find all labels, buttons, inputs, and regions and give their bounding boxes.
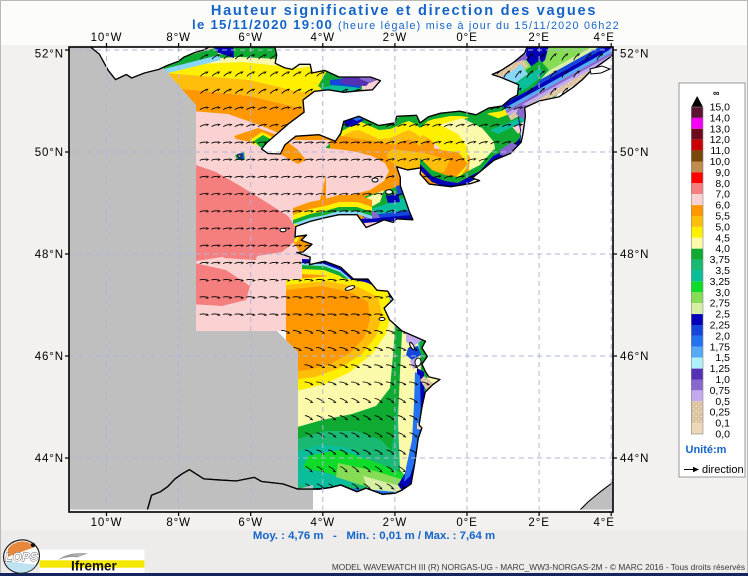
svg-text:46°N: 46°N [620, 351, 649, 363]
svg-text:52°N: 52°N [620, 49, 649, 61]
svg-text:6°W: 6°W [238, 517, 263, 529]
svg-text:0,0: 0,0 [715, 429, 730, 441]
svg-text:3,75: 3,75 [710, 254, 731, 266]
svg-text:50°N: 50°N [35, 147, 64, 159]
svg-text:44°N: 44°N [35, 453, 64, 465]
svg-text:10°W: 10°W [91, 517, 123, 529]
svg-text:12,0: 12,0 [710, 134, 731, 146]
svg-text:0,5: 0,5 [715, 396, 730, 408]
svg-text:5,0: 5,0 [715, 221, 730, 233]
svg-text:4,0: 4,0 [715, 243, 730, 255]
svg-text:10,0: 10,0 [710, 156, 731, 168]
svg-text:5,5: 5,5 [715, 211, 730, 223]
svg-text:1,25: 1,25 [710, 363, 731, 375]
svg-text:0,25: 0,25 [710, 407, 731, 419]
svg-text:2°W: 2°W [383, 32, 408, 44]
svg-text:Ifremer: Ifremer [71, 559, 118, 574]
svg-text:8°W: 8°W [166, 517, 191, 529]
svg-text:0,1: 0,1 [715, 418, 730, 430]
svg-text:2°E: 2°E [528, 32, 549, 44]
svg-text:2,25: 2,25 [710, 320, 731, 332]
svg-text:4°E: 4°E [594, 32, 615, 44]
svg-text:6,0: 6,0 [715, 200, 730, 212]
svg-text:0°E: 0°E [456, 32, 477, 44]
svg-text:direction: direction [702, 464, 744, 476]
svg-text:11,0: 11,0 [710, 145, 730, 157]
svg-text:48°N: 48°N [35, 249, 64, 261]
svg-text:7,0: 7,0 [715, 189, 730, 201]
svg-text:44°N: 44°N [620, 453, 649, 465]
svg-text:14,0: 14,0 [710, 112, 731, 124]
svg-text:4°W: 4°W [311, 32, 336, 44]
svg-text:Moy. : 4,76 m - Min. : 0,0: Moy. : 4,76 m - Min. : 0,01 m / Max. : 7… [253, 530, 495, 542]
svg-text:10°W: 10°W [91, 32, 123, 44]
svg-text:2°E: 2°E [528, 517, 549, 529]
svg-text:4°W: 4°W [311, 517, 336, 529]
svg-text:8°W: 8°W [166, 32, 191, 44]
svg-text:8,0: 8,0 [715, 178, 730, 190]
svg-text:0,75: 0,75 [710, 385, 731, 397]
svg-text:48°N: 48°N [620, 249, 649, 261]
svg-text:46°N: 46°N [35, 351, 64, 363]
svg-text:15,0: 15,0 [710, 102, 731, 114]
svg-text:Hauteur significative et direc: Hauteur significative et direction des v… [211, 3, 597, 19]
svg-text:2,0: 2,0 [715, 330, 730, 342]
svg-text:0°E: 0°E [456, 517, 477, 529]
svg-text:3,25: 3,25 [710, 276, 731, 288]
svg-text:3,5: 3,5 [715, 265, 730, 277]
svg-text:6°W: 6°W [238, 32, 263, 44]
svg-text:Unité:m: Unité:m [686, 444, 727, 456]
svg-text:LOPS: LOPS [5, 550, 38, 564]
svg-text:∞: ∞ [713, 88, 720, 98]
svg-text:MODEL WAVEWATCH III (R) NORGAS: MODEL WAVEWATCH III (R) NORGAS-UG - MARC… [332, 562, 745, 572]
svg-text:9,0: 9,0 [715, 167, 730, 179]
svg-text:2°W: 2°W [383, 517, 408, 529]
svg-text:1,0: 1,0 [715, 374, 730, 386]
svg-text:4°E: 4°E [594, 517, 615, 529]
svg-text:4,5: 4,5 [715, 232, 730, 244]
svg-text:1,5: 1,5 [715, 352, 730, 364]
svg-text:2,5: 2,5 [715, 309, 730, 321]
svg-text:2,75: 2,75 [710, 298, 731, 310]
svg-text:1,75: 1,75 [710, 341, 731, 353]
svg-text:52°N: 52°N [35, 49, 64, 61]
svg-text:3,0: 3,0 [715, 287, 730, 299]
svg-text:50°N: 50°N [620, 147, 649, 159]
svg-text:le 15/11/2020 19:00 (heure lég: le 15/11/2020 19:00 (heure légale) mise … [192, 17, 620, 32]
svg-text:13,0: 13,0 [710, 123, 731, 135]
